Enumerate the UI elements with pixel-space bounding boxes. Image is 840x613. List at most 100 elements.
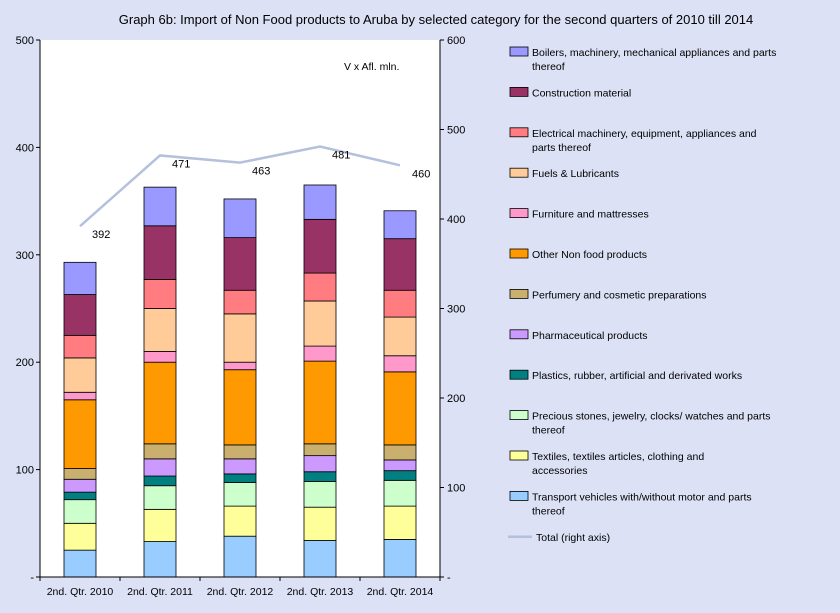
legend-swatch [509,490,529,501]
bar-segment [383,444,417,461]
bar-segment [223,444,257,460]
bar-segment [383,316,417,357]
bar-segment [63,391,97,401]
bar-segment [63,334,97,359]
legend-label: Fuels & Lubricants [532,168,619,180]
bar-segment [383,539,417,578]
legend-swatch [509,46,529,57]
unit-label: V x Afl. mln. [344,61,399,73]
legend-label: Furniture and mattresses [532,209,649,221]
legend-swatch [509,369,529,380]
bar-segment [143,279,177,309]
bar-segment [303,540,337,578]
bar-segment [383,210,417,240]
right-tick-label: 400 [447,214,465,226]
bar-segment [143,186,177,227]
total-data-label: 392 [92,229,110,241]
total-data-label: 481 [332,150,350,162]
bar-segment [143,508,177,542]
bar-segment [223,198,257,239]
legend-swatch [509,127,529,138]
bar-segment [143,361,177,445]
legend-label-line: parts thereof [532,142,591,154]
legend-swatch [509,248,529,259]
legend-swatch [509,167,529,178]
legend-swatch [509,208,529,219]
bar-segment [383,459,417,472]
bar-segment [223,369,257,446]
left-tick-label: 100 [16,465,34,477]
left-tick-label: 500 [16,35,34,47]
bar-segment [63,522,97,551]
legend-label: Construction material [532,87,631,99]
legend-label-line: Precious stones, jewelry, clocks/ watche… [532,411,771,423]
legend-label-line: accessories [532,465,587,477]
bar-segment [303,345,337,362]
left-tick-label: - [30,572,34,584]
legend-swatch [509,288,529,299]
legend-label: Plastics, rubber, artificial and derivat… [532,370,742,382]
total-data-label: 460 [412,168,430,180]
legend-swatch [509,329,529,340]
right-tick-label: 300 [447,304,465,316]
legend-label: Electrical machinery, equipment, applian… [532,128,757,154]
bar-segment [383,371,417,446]
bar-segment [63,468,97,480]
bar-segment [303,481,337,508]
bar-segment [63,499,97,524]
legend-label: Perfumery and cosmetic preparations [532,289,707,301]
legend-swatch [509,87,529,97]
right-tick-label: 600 [447,35,465,47]
legend-label: Textiles, textiles articles, clothing an… [532,451,704,477]
bar-segment [383,289,417,318]
bar-segment [63,261,97,295]
bar-segment [63,549,97,578]
bar-segment [223,289,257,315]
legend-label-line: Transport vehicles with/without motor an… [532,491,752,503]
right-tick-label: 200 [447,393,465,405]
category-label: 2nd. Qtr. 2010 [47,586,114,598]
bar-segment [303,443,337,457]
bar-segment [223,458,257,475]
chart-title: Graph 6b: Import of Non Food products to… [119,12,754,27]
category-label: 2nd. Qtr. 2014 [367,586,434,598]
bar-segment [143,225,177,280]
legend-swatch [509,410,529,421]
category-label: 2nd. Qtr. 2011 [127,586,193,598]
bar-segment [63,478,97,493]
bar-segment [223,505,257,537]
axes-layer: - 100 200 300 400 500 - 100 200 300 400 500 600 2nd. … [16,35,466,598]
category-label: 2nd. Qtr. 2013 [287,586,354,598]
bar-segment [303,360,337,445]
bar-segment [143,458,177,477]
bar-segment [143,308,177,352]
bar-segment [383,470,417,481]
legend-label-line: Boilers, machinery, mechanical appliance… [532,47,776,59]
bar-segment [383,479,417,507]
bar-segment [303,471,337,482]
total-line [79,145,401,228]
bar-segment [63,491,97,501]
left-tick-label: 300 [16,250,34,262]
bar-segment [223,237,257,291]
legend-label-line: thereof [532,425,565,437]
legend-label-line: Electrical machinery, equipment, applian… [532,128,757,140]
line-layer: 392 471 463 481 460 [79,145,430,241]
legend-label: Precious stones, jewelry, clocks/ watche… [532,411,771,437]
legend-label: Boilers, machinery, mechanical appliance… [532,47,776,73]
legend-label-line: thereof [532,61,565,73]
legend-label-line: thereof [532,505,565,517]
category-label: 2nd. Qtr. 2012 [207,586,274,598]
left-tick-label: 400 [16,142,34,154]
bar-segment [223,535,257,578]
left-tick-label: 200 [16,357,34,369]
bar-segment [303,272,337,302]
bar-segment [303,300,337,347]
total-data-label: 463 [252,166,270,178]
bar-segment [383,505,417,540]
right-tick-label: - [447,572,451,584]
bar-segment [383,355,417,373]
total-data-label: 471 [172,158,190,170]
right-tick-label: 500 [447,125,465,137]
bar-segment [143,475,177,487]
